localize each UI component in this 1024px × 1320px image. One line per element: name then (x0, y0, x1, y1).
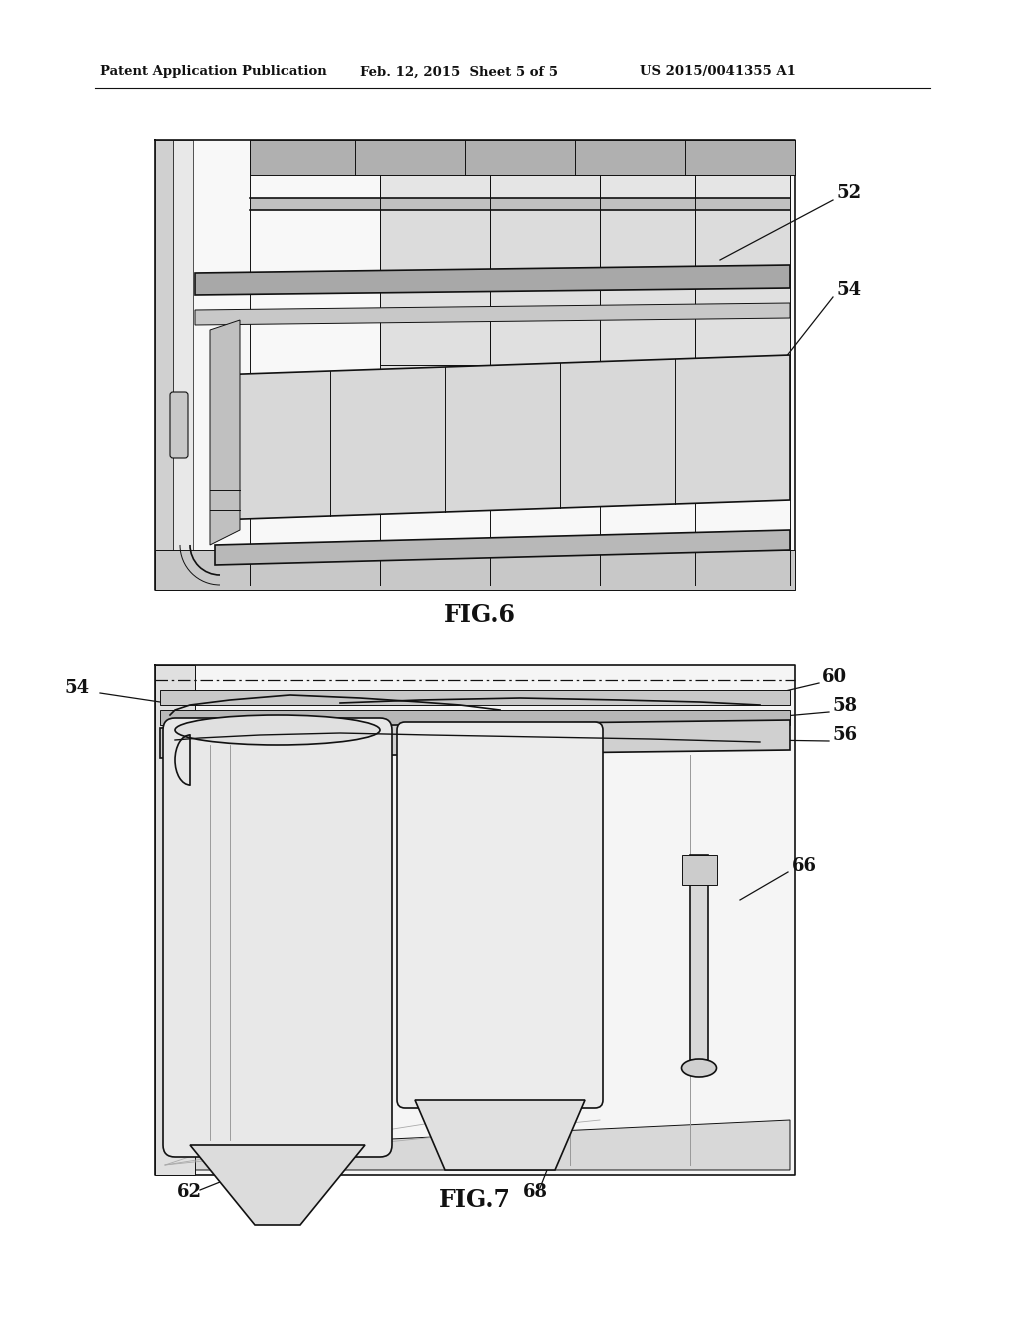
Bar (250, 198, 790, 210)
Bar (490, 366, 600, 455)
Bar (155, 665, 195, 1175)
Bar (380, 198, 490, 280)
Text: 56: 56 (831, 726, 857, 744)
Polygon shape (160, 690, 790, 705)
Text: Patent Application Publication: Patent Application Publication (100, 66, 327, 78)
Bar (155, 140, 173, 590)
Text: 62: 62 (177, 1183, 202, 1201)
Polygon shape (215, 355, 790, 520)
FancyBboxPatch shape (163, 718, 392, 1158)
Text: 68: 68 (523, 1183, 548, 1201)
Ellipse shape (682, 1059, 717, 1077)
Polygon shape (210, 319, 240, 545)
Bar (695, 176, 790, 198)
Bar (250, 140, 795, 176)
Bar (380, 176, 490, 198)
Text: US 2015/0041355 A1: US 2015/0041355 A1 (640, 66, 796, 78)
Bar (600, 176, 695, 198)
Bar (490, 198, 600, 280)
Text: 54: 54 (837, 281, 862, 300)
Bar (690, 855, 708, 1060)
Polygon shape (155, 550, 795, 590)
Text: Feb. 12, 2015  Sheet 5 of 5: Feb. 12, 2015 Sheet 5 of 5 (360, 66, 558, 78)
Bar (380, 280, 490, 366)
Polygon shape (195, 265, 790, 294)
Bar (695, 366, 790, 455)
Bar (600, 198, 695, 280)
Polygon shape (160, 1119, 790, 1170)
Bar (682, 855, 717, 884)
Bar (600, 366, 695, 455)
Bar (490, 280, 600, 366)
Bar (155, 665, 795, 1175)
Text: FIG.6: FIG.6 (444, 603, 516, 627)
Text: FIG.7: FIG.7 (439, 1188, 511, 1212)
Bar (490, 176, 600, 198)
Bar (600, 280, 695, 366)
Bar (695, 198, 790, 280)
Bar (380, 366, 490, 455)
Text: 60: 60 (822, 668, 847, 686)
Bar (173, 140, 193, 590)
Polygon shape (160, 719, 790, 758)
FancyBboxPatch shape (397, 722, 603, 1107)
Text: 58: 58 (831, 697, 857, 715)
FancyBboxPatch shape (170, 392, 188, 458)
Polygon shape (215, 531, 790, 565)
Bar (695, 280, 790, 366)
Polygon shape (160, 710, 790, 725)
Text: 54: 54 (65, 678, 90, 697)
Ellipse shape (175, 715, 380, 744)
Polygon shape (195, 304, 790, 325)
Text: 52: 52 (837, 183, 862, 202)
Polygon shape (190, 1144, 365, 1225)
Polygon shape (415, 1100, 585, 1170)
Text: 66: 66 (792, 857, 817, 875)
Bar (155, 140, 795, 590)
